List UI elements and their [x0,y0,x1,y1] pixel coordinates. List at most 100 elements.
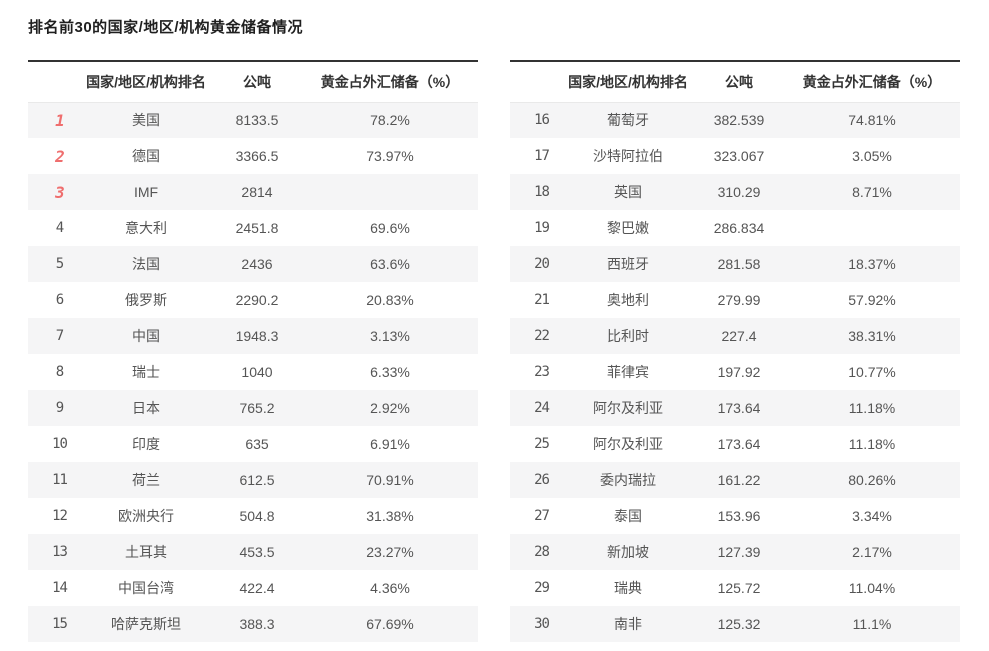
tonnes-cell: 161.22 [717,472,761,488]
tonnes-cell: 2290.2 [235,292,279,308]
rank-cell: 16 [534,112,550,129]
pct-cell: 73.97% [366,148,414,164]
table-row: 17 沙特阿拉伯 323.067 3.05% [510,138,960,174]
rank-cell: 7 [55,328,64,344]
pct-cell: 3.05% [852,148,892,164]
table-header-right: 国家/地区/机构排名 公吨 黄金占外汇储备（%） [510,61,960,103]
table-row: 3 IMF 2814 [28,174,478,210]
gold-reserves-table-left: 国家/地区/机构排名 公吨 黄金占外汇储备（%） 1 美国 8133.5 78.2% 2… [28,60,478,642]
tonnes-cell: 8133.5 [235,112,279,129]
pct-cell: 6.33% [370,364,410,380]
table-body-right: 16 葡萄牙 382.539 74.81% 17 沙特阿拉伯 323.067 3.05% 18 英… [510,102,960,642]
header-pct-right: 黄金占外汇储备（%） [784,61,960,103]
table-row: 18 英国 310.29 8.71% [510,174,960,210]
tonnes-cell: 1948.3 [235,328,279,344]
name-cell: 意大利 [125,220,167,236]
tonnes-cell: 286.834 [713,220,765,236]
table-row: 12 欧洲央行 504.8 31.38% [28,498,478,534]
name-cell: 欧洲央行 [118,508,174,524]
name-cell: 中国台湾 [118,580,174,596]
table-row: 1 美国 8133.5 78.2% [28,102,478,138]
name-cell: 英国 [614,184,642,200]
pct-cell: 11.04% [848,580,896,596]
header-pct-left: 黄金占外汇储备（%） [302,61,478,103]
pct-cell: 2.17% [852,544,892,560]
rank-cell: 12 [52,508,68,524]
pct-cell: 38.31% [848,328,896,344]
pct-cell: 2.92% [370,400,410,416]
rank-cell: 14 [52,580,68,596]
tonnes-cell: 612.5 [239,472,275,488]
pct-cell: 3.13% [370,328,410,344]
header-rank-left [28,61,80,103]
tonnes-cell: 323.067 [713,148,765,164]
table-row: 11 荷兰 612.5 70.91% [28,462,478,498]
rank-cell: 29 [534,580,550,596]
name-cell: 日本 [132,400,160,416]
rank-cell: 8 [55,364,64,380]
tonnes-cell: 227.4 [721,328,757,344]
table-row: 26 委内瑞拉 161.22 80.26% [510,462,960,498]
rank-cell: 28 [534,544,550,560]
name-cell: 黎巴嫩 [607,220,649,236]
header-name-right: 国家/地区/机构排名 [562,61,694,103]
pct-cell: 31.38% [366,508,414,524]
tables-container: 国家/地区/机构排名 公吨 黄金占外汇储备（%） 1 美国 8133.5 78.2% 2… [28,60,989,642]
table-row: 15 哈萨克斯坦 388.3 67.69% [28,606,478,642]
name-cell: 荷兰 [132,472,160,488]
name-cell: 土耳其 [125,544,167,560]
tonnes-cell: 2451.8 [235,220,279,236]
tonnes-cell: 197.92 [717,364,761,380]
pct-cell: 11.1% [852,616,892,632]
header-tonnes-left: 公吨 [212,61,302,103]
name-cell: 新加坡 [607,544,649,560]
rank-cell: 27 [534,508,550,524]
name-cell: 中国 [132,328,160,344]
table-row: 10 印度 635 6.91% [28,426,478,462]
pct-cell: 78.2% [370,112,410,129]
table-row: 24 阿尔及利亚 173.64 11.18% [510,390,960,426]
pct-cell: 18.37% [848,256,896,272]
pct-cell: 11.18% [848,436,896,452]
header-row: 国家/地区/机构排名 公吨 黄金占外汇储备（%） [510,61,960,103]
name-cell: IMF [133,184,159,200]
rank-cell: 9 [55,400,64,416]
name-cell: 德国 [132,148,160,164]
name-cell: 葡萄牙 [607,112,649,129]
table-row: 9 日本 765.2 2.92% [28,390,478,426]
table-row: 29 瑞典 125.72 11.04% [510,570,960,606]
rank-cell: 6 [55,292,64,308]
rank-cell: 4 [55,220,64,236]
table-row: 7 中国 1948.3 3.13% [28,318,478,354]
tonnes-cell: 127.39 [717,544,761,560]
name-cell: 法国 [132,256,160,272]
name-cell: 奥地利 [607,292,649,308]
rank-cell: 18 [534,184,550,200]
pct-cell: 3.34% [852,508,892,524]
tonnes-cell: 173.64 [717,400,761,416]
tonnes-cell: 765.2 [239,400,275,416]
name-cell: 印度 [132,436,160,452]
rank-cell: 10 [52,436,68,452]
tonnes-cell: 281.58 [717,256,761,272]
rank-cell: 5 [55,256,64,272]
table-row: 14 中国台湾 422.4 4.36% [28,570,478,606]
table-row: 27 泰国 153.96 3.34% [510,498,960,534]
tonnes-cell: 453.5 [239,544,275,560]
table-row: 28 新加坡 127.39 2.17% [510,534,960,570]
table-row: 13 土耳其 453.5 23.27% [28,534,478,570]
tonnes-cell: 2436 [241,256,273,272]
name-cell: 西班牙 [607,256,649,272]
pct-cell: 11.18% [848,400,896,416]
rank-cell: 13 [52,544,68,560]
tonnes-cell: 3366.5 [235,148,279,164]
tonnes-cell: 422.4 [239,580,275,596]
rank-cell: 23 [534,364,550,380]
rank-cell: 20 [534,256,550,272]
table-row: 21 奥地利 279.99 57.92% [510,282,960,318]
name-cell: 瑞典 [614,580,642,596]
table-row: 20 西班牙 281.58 18.37% [510,246,960,282]
pct-cell: 69.6% [370,220,410,236]
name-cell: 哈萨克斯坦 [111,616,181,632]
name-cell: 阿尔及利亚 [593,400,663,416]
